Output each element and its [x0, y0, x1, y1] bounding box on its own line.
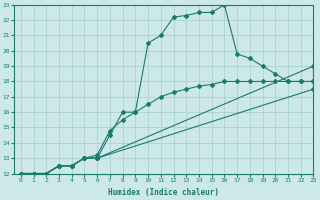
X-axis label: Humidex (Indice chaleur): Humidex (Indice chaleur) [108, 188, 220, 197]
